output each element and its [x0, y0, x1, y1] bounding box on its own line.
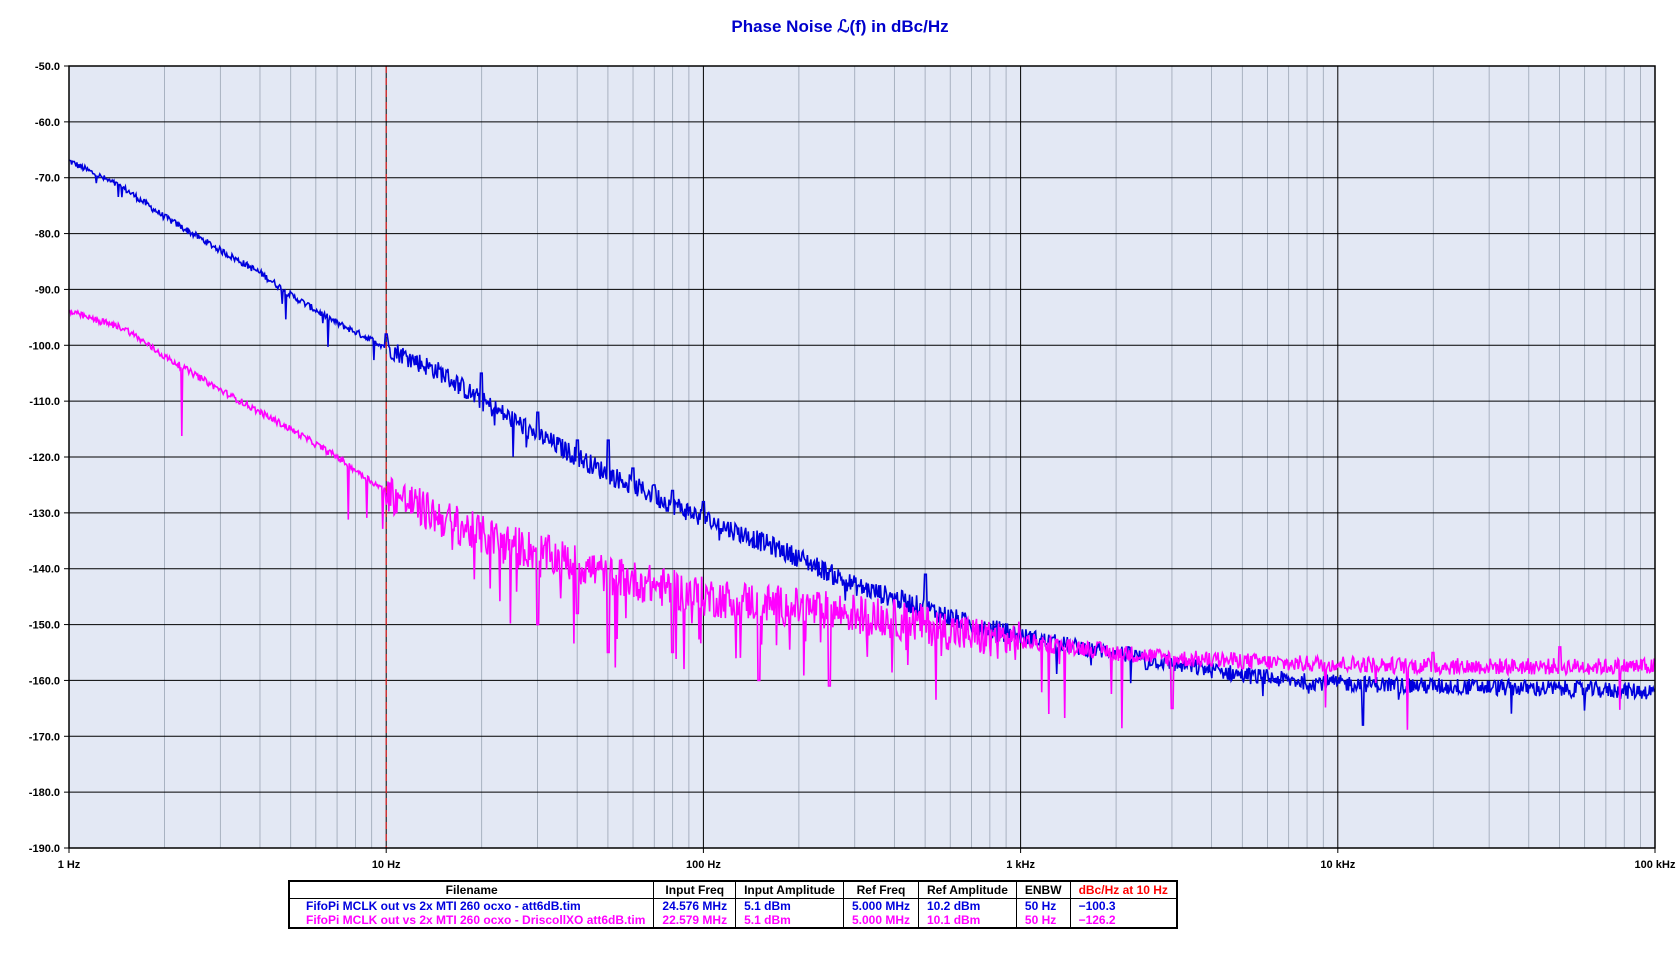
y-tick-label: -70.0 [35, 173, 60, 185]
cell-filename: FifoPi MCLK out vs 2x MTI 260 ocxo - att… [288, 898, 654, 913]
chart-title: Phase Noise ℒ(f) in dBc/Hz [731, 17, 949, 36]
phase-noise-plot: -50.0 -60.0 -70.0 -80.0 -90.0 -100.0 -110.0 -12… [29, 61, 1676, 870]
cell-enbw: 50 Hz [1015, 913, 1071, 928]
legend-row-blue: FifoPi MCLK out vs 2x MTI 260 ocxo - att… [288, 898, 1177, 913]
header-enbw: ENBW [1015, 881, 1071, 899]
y-tick-label: -140.0 [29, 564, 60, 576]
header-ref-freq: Ref Freq [842, 881, 919, 899]
y-tick-label: -180.0 [29, 787, 60, 799]
cell-input-amplitude: 5.1 dBm [735, 898, 844, 913]
cell-dbc-at-10hz: −126.2 [1069, 913, 1177, 928]
y-tick-label: -160.0 [29, 675, 60, 687]
cell-input-freq: 22.579 MHz [653, 913, 736, 928]
legend-row-magenta: FifoPi MCLK out vs 2x MTI 260 ocxo - Dri… [288, 913, 1177, 928]
cell-ref-freq: 5.000 MHz [842, 913, 919, 928]
y-tick-label: -50.0 [35, 61, 60, 73]
x-tick-label: 10 Hz [372, 859, 401, 870]
legend-header-row: Filename Input Freq Input Amplitude Ref … [288, 881, 1177, 899]
y-tick-label: -130.0 [29, 508, 60, 520]
series-line-0 [68, 159, 1656, 726]
y-tick-label: -90.0 [35, 284, 60, 296]
y-tick-label: -150.0 [29, 620, 60, 632]
y-tick-label: -120.0 [29, 452, 60, 464]
header-ref-amplitude: Ref Amplitude [918, 881, 1017, 899]
legend-table: Filename Input Freq Input Amplitude Ref … [288, 880, 1178, 929]
y-tick-label: -100.0 [29, 340, 60, 352]
cell-ref-freq: 5.000 MHz [842, 898, 919, 913]
y-tick-label: -80.0 [35, 229, 60, 241]
header-input-amplitude: Input Amplitude [735, 881, 844, 899]
cell-input-amplitude: 5.1 dBm [735, 913, 844, 928]
y-tick-label: -170.0 [29, 731, 60, 743]
x-tick-label: 1 Hz [58, 859, 81, 870]
x-tick-label: 10 kHz [1320, 859, 1355, 870]
header-filename: Filename [288, 881, 654, 899]
cell-filename: FifoPi MCLK out vs 2x MTI 260 ocxo - Dri… [288, 913, 654, 928]
y-tick-label: -190.0 [29, 843, 60, 855]
header-dbc-at-10hz: dBc/Hz at 10 Hz [1069, 881, 1177, 899]
series-line-1 [68, 308, 1656, 730]
cell-ref-amplitude: 10.2 dBm [918, 898, 1017, 913]
x-tick-label: 1 kHz [1006, 859, 1035, 870]
cell-dbc-at-10hz: −100.3 [1069, 898, 1177, 913]
x-tick-label: 100 Hz [686, 859, 721, 870]
header-input-freq: Input Freq [653, 881, 736, 899]
cell-enbw: 50 Hz [1015, 898, 1071, 913]
y-tick-label: -60.0 [35, 117, 60, 129]
cell-input-freq: 24.576 MHz [653, 898, 736, 913]
x-tick-label: 100 kHz [1635, 859, 1676, 870]
y-tick-label: -110.0 [29, 396, 60, 408]
cell-ref-amplitude: 10.1 dBm [918, 913, 1017, 928]
